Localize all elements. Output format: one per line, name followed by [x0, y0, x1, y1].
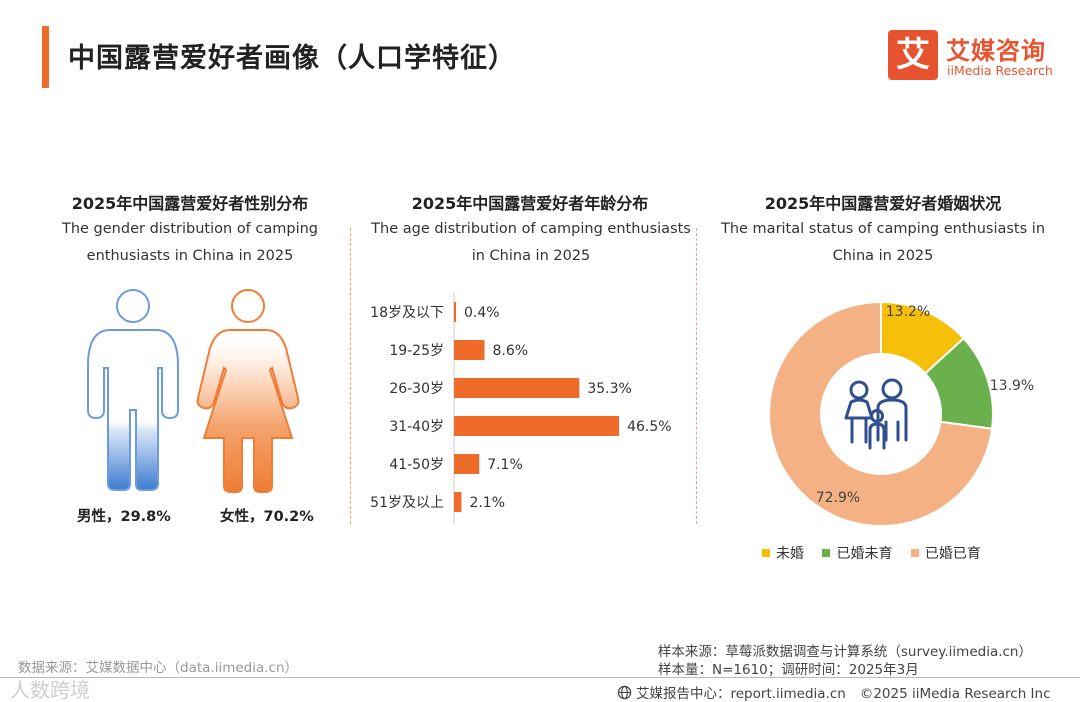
sample-size-note: 样本量：N=1610；调研时间：2025年3月 — [658, 662, 919, 678]
footer-divider — [0, 677, 1080, 678]
legend-label: 已婚已育 — [924, 546, 981, 562]
report-center-link[interactable]: 艾媒报告中心：report.iimedia.cn — [636, 686, 846, 702]
age-tick-label: 31-40岁 — [389, 419, 444, 435]
legend-label: 已婚未育 — [836, 546, 893, 562]
marital-legend: 未婚 已婚未育 已婚已育 — [762, 543, 995, 563]
age-bar — [454, 302, 456, 322]
age-value-label: 8.6% — [493, 343, 529, 359]
marital-chart-title: 2025年中国露营爱好者婚姻状况 — [764, 194, 1002, 213]
sample-source-note: 样本来源：草莓派数据调查与计算系统（survey.iimedia.cn） — [657, 644, 1032, 660]
marital-donut-chart: 13.2% 13.9% 72.9% — [768, 300, 1034, 527]
family-icon — [844, 378, 908, 450]
data-source-note: 数据来源：艾媒数据中心（data.iimedia.cn） — [18, 660, 299, 676]
globe-icon — [617, 685, 632, 700]
age-bar — [454, 378, 580, 398]
title-accent-bar — [42, 26, 49, 88]
gender-chart-title: 2025年中国露营爱好者性别分布 — [71, 194, 309, 213]
legend-item-married-no-child: 已婚未育 — [822, 543, 892, 563]
copyright: ©2025 iiMedia Research Inc — [859, 686, 1051, 702]
donut-value-label: 13.2% — [886, 304, 930, 320]
page-title: 中国露营爱好者画像（人口学特征） — [68, 43, 516, 74]
legend-label: 未婚 — [776, 546, 804, 562]
logo-mark-icon: 艾 — [888, 30, 938, 80]
watermark: 人数跨境 — [10, 678, 90, 702]
donut-slice — [768, 300, 994, 527]
brand-logo: 艾 艾媒咨询 iiMedia Research — [888, 30, 1063, 82]
panel-divider — [696, 228, 697, 524]
age-chart-title: 2025年中国露营爱好者年龄分布 — [411, 194, 649, 213]
age-bar — [454, 340, 485, 360]
age-value-label: 7.1% — [487, 457, 523, 473]
male-figure-icon — [87, 289, 179, 491]
age-value-label: 35.3% — [587, 381, 631, 397]
marital-chart-subtitle: The marital status of camping enthusiast… — [720, 221, 1046, 264]
female-share-label: 女性，70.2% — [220, 509, 314, 525]
legend-item-unmarried: 未婚 — [762, 543, 804, 563]
footer-bottom: 艾媒报告中心：report.iimedia.cn ©2025 iiMedia Re… — [617, 682, 1065, 702]
legend-swatch — [822, 549, 831, 557]
age-value-label: 0.4% — [464, 305, 500, 321]
logo-name-cn: 艾媒咨询 — [946, 37, 1046, 65]
legend-swatch — [910, 549, 919, 557]
legend-item-married-with-child: 已婚已育 — [910, 543, 981, 563]
gender-pictogram — [87, 289, 300, 493]
legend-swatch — [762, 549, 770, 557]
age-chart-subtitle: The age distribution of camping enthusia… — [371, 221, 691, 264]
age-value-label: 2.1% — [469, 495, 505, 511]
panel-divider — [350, 228, 351, 524]
age-tick-label: 51岁及以上 — [370, 495, 444, 511]
gender-chart-subtitle: The gender distribution of camping enthu… — [61, 221, 319, 264]
age-bar-chart: 18岁及以下 0.4% 19-25岁 8.6% 26-30岁 35.3% 31-40岁 46.… — [370, 292, 672, 524]
donut-value-label: 72.9% — [816, 490, 860, 506]
female-figure-icon — [196, 289, 300, 493]
age-tick-label: 18岁及以下 — [370, 305, 444, 321]
age-bar — [454, 416, 620, 436]
age-tick-label: 41-50岁 — [389, 457, 444, 473]
age-value-label: 46.5% — [627, 419, 671, 435]
logo-name-en: iiMedia Research — [947, 63, 1053, 78]
donut-value-label: 13.9% — [990, 378, 1034, 394]
age-tick-label: 19-25岁 — [389, 343, 444, 359]
age-bar — [454, 492, 462, 512]
male-share-label: 男性，29.8% — [77, 509, 171, 525]
age-tick-label: 26-30岁 — [389, 381, 444, 397]
age-bar — [454, 454, 480, 474]
